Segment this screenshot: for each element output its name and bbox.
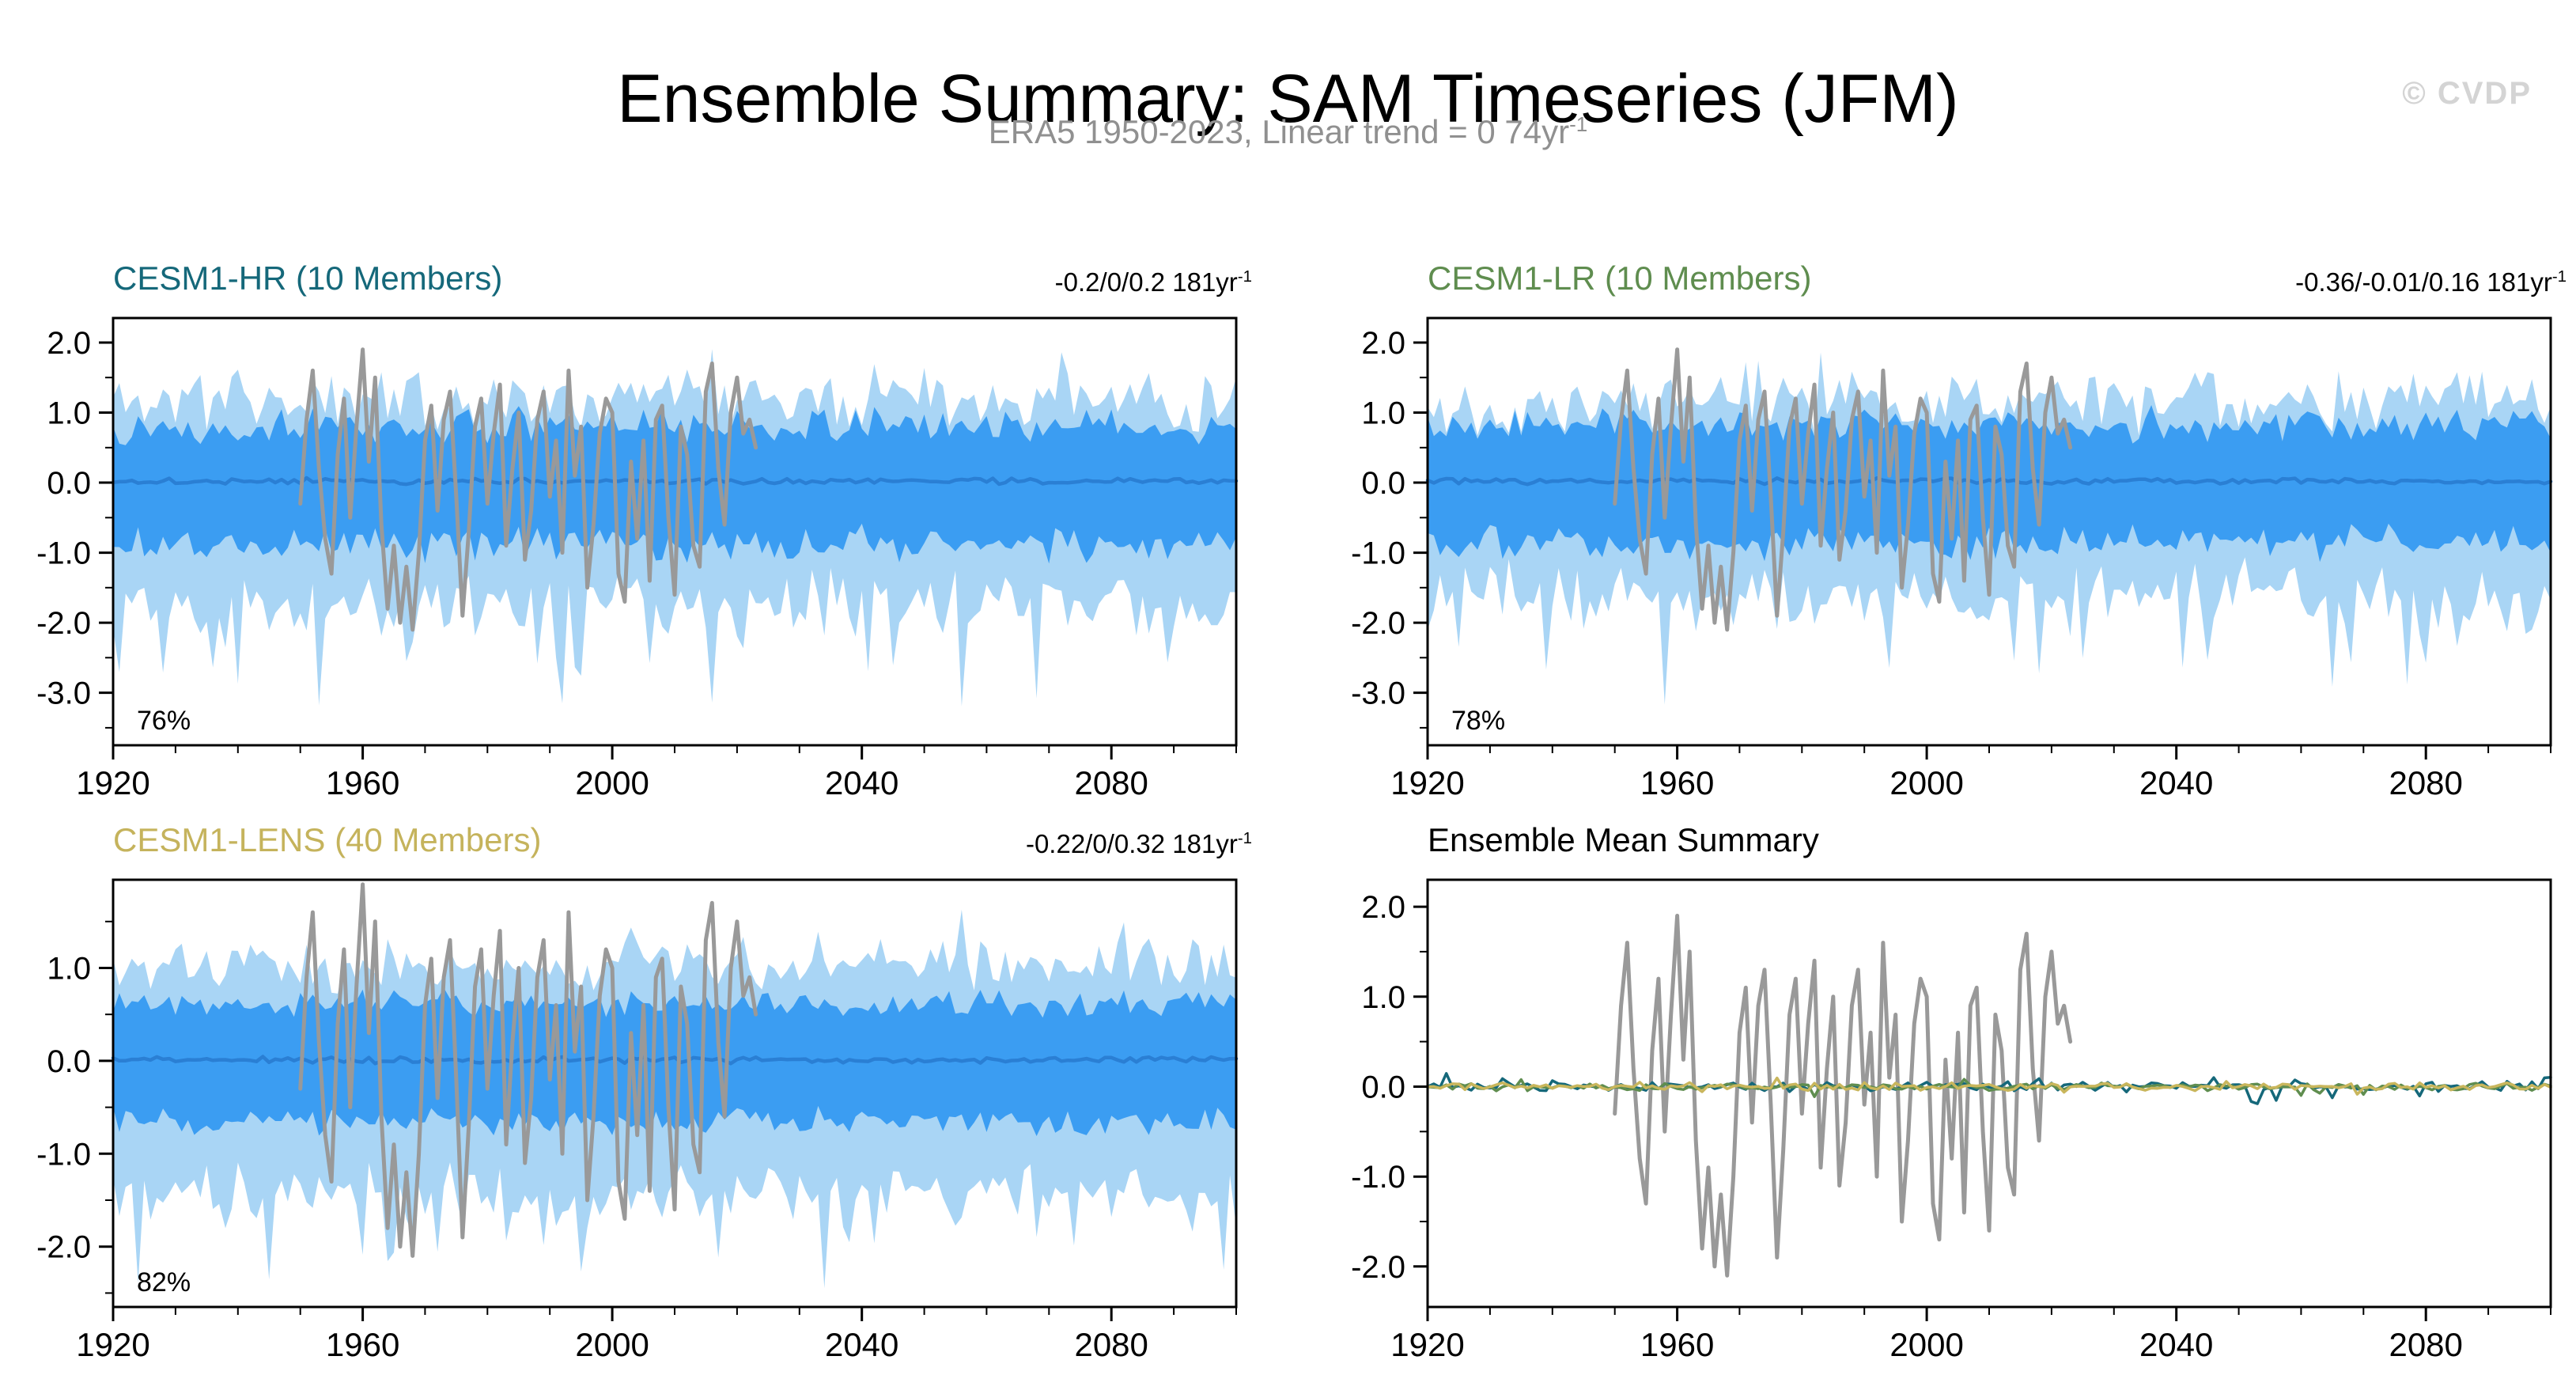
- figure-subtitle-superscript: -1: [1569, 112, 1588, 136]
- y-tick-label: 1.0: [47, 396, 91, 431]
- y-tick-label: 0.0: [1361, 466, 1405, 501]
- x-tick-label: 1920: [1390, 764, 1464, 801]
- panel-header: CESM1-HR (10 Members) -0.2/0/0.2 181yr-1: [113, 255, 1252, 297]
- x-tick-label: 2080: [1074, 764, 1148, 801]
- x-tick-label: 2000: [575, 1326, 649, 1363]
- y-tick-label: -3.0: [1351, 676, 1405, 711]
- timeseries-plot: 1.0 0.0 -1.0 -2.0 1920 1960 2000 2040 2080 82%: [36, 878, 1239, 1363]
- trend-annotation: -0.36/-0.01/0.16 181yr-1: [2295, 267, 2567, 297]
- observation-line: [298, 347, 758, 632]
- plot-frame: [1426, 878, 2552, 1309]
- x-tick-label: 2000: [1889, 764, 1963, 801]
- y-tick-label: 1.0: [1361, 396, 1405, 431]
- inner-spread-band: [113, 987, 1236, 1136]
- y-tick-label: 2.0: [1361, 326, 1405, 361]
- panel-title: CESM1-LENS (40 Members): [113, 821, 542, 858]
- x-tick-label: 1960: [1640, 1326, 1714, 1363]
- x-tick-label: 2080: [1074, 1326, 1148, 1363]
- trend-text: -0.2/0/0.2 181yr: [1054, 267, 1238, 297]
- y-axis: 2.0 1.0 0.0 -1.0 -2.0 -3.0: [36, 326, 113, 729]
- y-axis: 2.0 1.0 0.0 -1.0 -2.0: [1351, 890, 1428, 1285]
- timeseries-plot: 2.0 1.0 0.0 -1.0 -2.0 1920 1960 2000 2040 2080: [1351, 878, 2552, 1363]
- panel-header: CESM1-LENS (40 Members) -0.22/0/0.32 181…: [113, 816, 1252, 859]
- figure-subtitle-text: ERA5 1950-2023, Linear trend = 0 74yr: [988, 113, 1570, 150]
- y-tick-label: -1.0: [1351, 536, 1405, 571]
- panel-cesm1-hr: CESM1-HR (10 Members) -0.2/0/0.2 181yr-1…: [22, 255, 1272, 810]
- y-tick-label: 1.0: [47, 952, 91, 987]
- trend-annotation: -0.22/0/0.32 181yr-1: [1026, 829, 1252, 859]
- x-tick-label: 2080: [2389, 1326, 2462, 1363]
- inner-spread-band: [113, 406, 1236, 564]
- panel-title: CESM1-HR (10 Members): [113, 259, 503, 297]
- trend-superscript: -1: [2551, 267, 2567, 286]
- y-tick-label: -1.0: [1351, 1160, 1405, 1195]
- y-tick-label: -1.0: [36, 1137, 91, 1172]
- x-tick-label: 1960: [326, 1326, 399, 1363]
- x-tick-label: 2040: [2139, 1326, 2213, 1363]
- panel-ensemble-mean-summary: Ensemble Mean Summary 2.0 1.0 0.0 -1.0 -2.0 1…: [1337, 816, 2576, 1372]
- y-tick-label: 2.0: [47, 326, 91, 361]
- panel-title: Ensemble Mean Summary: [1428, 821, 1819, 858]
- x-tick-label: 1920: [76, 764, 149, 801]
- y-tick-label: 0.0: [47, 1044, 91, 1079]
- y-tick-label: -1.0: [36, 536, 91, 571]
- y-tick-label: 2.0: [1361, 890, 1405, 925]
- y-tick-label: -2.0: [1351, 606, 1405, 641]
- panel-cesm1-lens: CESM1-LENS (40 Members) -0.22/0/0.32 181…: [22, 816, 1272, 1372]
- x-tick-label: 1960: [326, 764, 399, 801]
- x-tick-label: 1920: [76, 1326, 149, 1363]
- inner-spread-band: [1428, 405, 2551, 563]
- panel-title: CESM1-LR (10 Members): [1428, 259, 1812, 297]
- y-axis: 2.0 1.0 0.0 -1.0 -2.0 -3.0: [1351, 326, 1428, 729]
- trend-text: -0.36/-0.01/0.16 181yr: [2295, 267, 2552, 297]
- x-axis: 1920 1960 2000 2040 2080: [76, 1307, 1237, 1363]
- y-tick-label: -2.0: [1351, 1250, 1405, 1285]
- trend-annotation: -0.2/0/0.2 181yr-1: [1055, 267, 1252, 297]
- y-tick-label: 1.0: [1361, 980, 1405, 1015]
- y-tick-label: 0.0: [47, 466, 91, 501]
- trend-text: -0.22/0/0.32 181yr: [1025, 829, 1238, 858]
- x-tick-label: 2040: [825, 764, 898, 801]
- trend-superscript: -1: [1237, 267, 1252, 286]
- cvdp-watermark: © CVDP: [2402, 76, 2532, 111]
- x-tick-label: 1920: [1390, 1326, 1464, 1363]
- agreement-label: 78%: [1451, 706, 1505, 736]
- x-tick-label: 2000: [1889, 1326, 1963, 1363]
- figure-title: Ensemble Summary: SAM Timeseries (JFM): [617, 60, 1959, 137]
- agreement-label: 82%: [137, 1267, 191, 1297]
- timeseries-plot: 2.0 1.0 0.0 -1.0 -2.0 -3.0 1920 1960 2000 2040 208…: [36, 316, 1239, 801]
- trend-superscript: -1: [1237, 829, 1252, 847]
- x-tick-label: 2040: [2139, 764, 2213, 801]
- y-tick-label: -3.0: [36, 676, 91, 711]
- y-axis: 1.0 0.0 -1.0 -2.0: [36, 920, 113, 1294]
- x-tick-label: 2080: [2389, 764, 2462, 801]
- agreement-label: 76%: [137, 706, 191, 736]
- x-axis: 1920 1960 2000 2040 2080: [76, 745, 1237, 801]
- observation-line: [298, 882, 758, 1258]
- figure-subtitle: ERA5 1950-2023, Linear trend = 0 74yr-1: [0, 112, 2576, 151]
- panel-header: CESM1-LR (10 Members) -0.36/-0.01/0.16 1…: [1428, 255, 2567, 297]
- panel-cesm1-lr: CESM1-LR (10 Members) -0.36/-0.01/0.16 1…: [1337, 255, 2576, 810]
- panel-header: Ensemble Mean Summary: [1428, 816, 2567, 859]
- observation-line: [1613, 914, 2073, 1278]
- observation-line: [1613, 347, 2073, 632]
- x-tick-label: 1960: [1640, 764, 1714, 801]
- timeseries-plot: 2.0 1.0 0.0 -1.0 -2.0 -3.0 1920 1960 2000 2040 208…: [1351, 316, 2553, 801]
- x-tick-label: 2000: [575, 764, 649, 801]
- y-tick-label: -2.0: [36, 1230, 91, 1265]
- x-tick-label: 2040: [825, 1326, 898, 1363]
- x-axis: 1920 1960 2000 2040 2080: [1390, 1307, 2551, 1363]
- y-tick-label: -2.0: [36, 606, 91, 641]
- y-tick-label: 0.0: [1361, 1070, 1405, 1105]
- model-mean-line-cesm1-lens: [1426, 1076, 2552, 1096]
- x-axis: 1920 1960 2000 2040 2080: [1390, 745, 2551, 801]
